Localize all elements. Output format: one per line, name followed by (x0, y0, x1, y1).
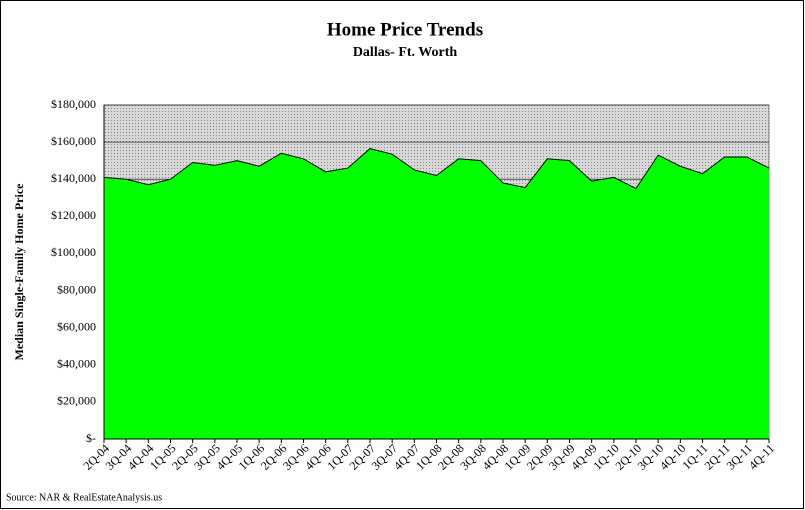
area-line (103, 148, 770, 190)
y-axis-label: Median Single-Family Home Price (12, 183, 26, 361)
y-tick-label: $60,000 (57, 319, 96, 333)
y-tick-label: $180,000 (51, 97, 96, 111)
y-tick-label: $20,000 (57, 394, 96, 408)
y-tick-label: $- (86, 431, 96, 445)
y-tick-label: $80,000 (57, 282, 96, 296)
y-tick-label: $120,000 (51, 208, 96, 222)
source: Source: NAR & RealEstateAnalysis.us (6, 492, 162, 503)
y-tick-label: $160,000 (51, 134, 96, 148)
chart-title: Home Price Trends (327, 19, 483, 40)
y-tick-label: $40,000 (57, 357, 96, 371)
area (104, 148, 769, 439)
y-tick-label: $100,000 (51, 245, 96, 259)
chart-subtitle: Dallas- Ft. Worth (353, 45, 458, 60)
y-tick-label: $140,000 (51, 171, 96, 185)
